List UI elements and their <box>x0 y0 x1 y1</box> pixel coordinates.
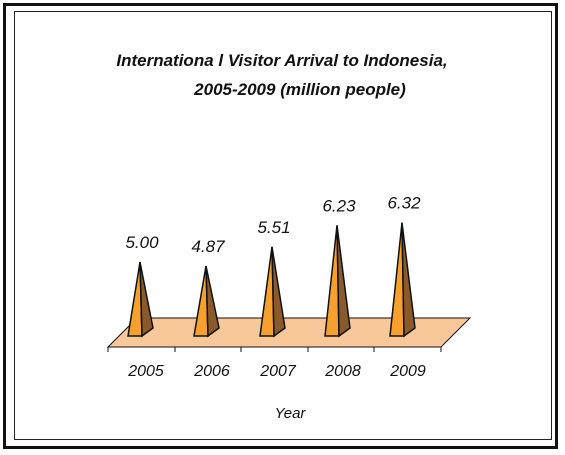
chart-title-line-2: 2005-2009 (million people) <box>193 80 406 99</box>
pyramid-side-2006 <box>205 265 220 338</box>
data-label-2006: 4.87 <box>191 237 225 256</box>
chart-title-line-1: Internationa l Visitor Arrival to Indone… <box>116 51 447 70</box>
x-axis-title: Year <box>275 405 307 422</box>
floor-plane <box>106 317 472 348</box>
x-tick-2008: 2008 <box>324 363 361 380</box>
data-label-2005: 5.00 <box>125 233 159 252</box>
pyramid-side-2005 <box>139 262 154 338</box>
pyramid-side-2007 <box>271 246 286 338</box>
pyramid-side-2009 <box>401 222 416 338</box>
x-tick-2009: 2009 <box>389 363 426 380</box>
chart-frame-outer <box>3 3 558 449</box>
x-tick-2006: 2006 <box>193 363 230 380</box>
x-tick-labels: 2005 2006 2007 2008 2009 <box>107 347 442 380</box>
chart-frame-inner <box>14 11 552 440</box>
pyramid-side-2008 <box>336 225 351 338</box>
x-tick-2005: 2005 <box>127 363 164 380</box>
x-tick-2007: 2007 <box>259 363 297 380</box>
data-label-2008: 6.23 <box>322 196 356 215</box>
pyramid-series: 5.00 4.87 5.51 6.23 6.32 <box>125 194 421 338</box>
data-label-2009: 6.32 <box>387 194 421 213</box>
data-label-2007: 5.51 <box>257 218 290 237</box>
